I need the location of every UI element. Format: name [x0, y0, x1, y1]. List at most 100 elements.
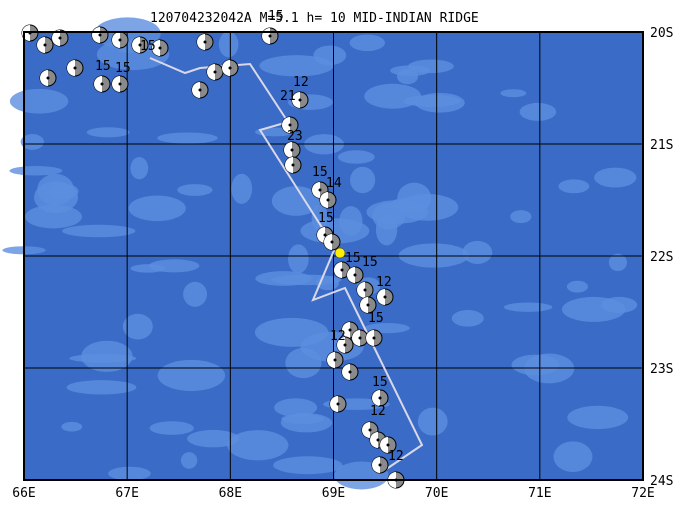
shoal [350, 166, 376, 194]
beachball-pole [368, 428, 372, 432]
event-label: 15 [345, 251, 361, 266]
event-label: 15 [268, 9, 284, 24]
shoal [396, 68, 419, 85]
shoal [567, 405, 629, 430]
shoal [519, 102, 557, 121]
beachball [326, 351, 344, 369]
beachball [36, 36, 54, 54]
shoal [227, 430, 289, 461]
shoal [349, 34, 385, 52]
shoal [398, 243, 469, 268]
beachball [111, 31, 129, 49]
beachball-quadrant [342, 322, 350, 338]
shoal [608, 253, 627, 272]
beachball-quadrant [320, 192, 328, 208]
event-label: 15 [372, 375, 388, 390]
lon-label: 67E [115, 486, 138, 501]
shoal [180, 452, 198, 469]
beachball-pole [378, 463, 382, 467]
beachball-pole [58, 36, 62, 40]
beachball-pole [366, 303, 370, 307]
shoal [558, 179, 590, 194]
event-label: 12 [376, 275, 392, 290]
beachball-quadrant [377, 289, 385, 305]
shoal [149, 259, 200, 273]
event-label: 15 [95, 59, 111, 74]
beachball [66, 59, 84, 77]
beachball-quadrant [362, 422, 370, 438]
beachball [376, 288, 394, 306]
beachball-quadrant [37, 37, 45, 53]
beachball-quadrant [152, 40, 160, 56]
beachball-quadrant [360, 297, 368, 313]
beachball-quadrant [292, 92, 300, 108]
beachball-quadrant [330, 396, 338, 412]
beachball-pole [98, 33, 102, 37]
event-label: 15 [318, 211, 334, 226]
beachball-quadrant [67, 60, 75, 76]
beachball-pole [138, 43, 142, 47]
beachball-quadrant [112, 32, 120, 48]
beachball [346, 266, 364, 284]
beachball-pole [348, 328, 352, 332]
beachball-pole [46, 76, 50, 80]
shoal [451, 310, 484, 327]
beachball-pole [376, 438, 380, 442]
beachball-quadrant [312, 182, 320, 198]
shoal [149, 421, 194, 435]
lat-label: 23S [650, 362, 673, 377]
beachball [284, 156, 302, 174]
event-label: 12 [330, 329, 346, 344]
shoal [281, 413, 324, 425]
beachball-pole [343, 343, 347, 347]
beachball [39, 69, 57, 87]
beachball [91, 26, 109, 44]
event-label: 15 [115, 61, 131, 76]
beachball-quadrant [357, 282, 365, 298]
shoal [601, 296, 638, 313]
shoal [271, 274, 342, 286]
beachball [283, 141, 301, 159]
beachball [351, 329, 369, 347]
beachball [371, 456, 389, 474]
beachball [365, 329, 383, 347]
shoal [566, 280, 589, 293]
shoal [364, 83, 422, 109]
beachball [261, 27, 279, 45]
shoal [62, 224, 136, 238]
beachball-pole [318, 188, 322, 192]
beachball [356, 281, 374, 299]
beachball [341, 363, 359, 381]
beachball-pole [100, 82, 104, 86]
beachball-pole [358, 336, 362, 340]
event-label: 21 [280, 89, 296, 104]
shoal [128, 195, 186, 222]
shoal [462, 240, 493, 264]
beachball-pole [298, 98, 302, 102]
beachball-pole [118, 82, 122, 86]
beachball-pole [198, 88, 202, 92]
shoal [553, 441, 593, 473]
beachball-quadrant [282, 117, 290, 133]
beachball-pole [383, 295, 387, 299]
shoal [397, 182, 432, 214]
shoal [61, 421, 83, 432]
shoal [254, 317, 329, 347]
shoal [20, 134, 44, 150]
beachball-pole [348, 370, 352, 374]
epicenter [334, 247, 346, 259]
beachball-pole [330, 240, 334, 244]
event-label: 15 [368, 311, 384, 326]
shoal [157, 359, 226, 392]
beachball-pole [333, 358, 337, 362]
title: 120704232042A M=5.1 h= 10 MID-INDIAN RID… [150, 11, 479, 26]
beachball [323, 233, 341, 251]
lat-label: 24S [650, 474, 673, 489]
shoal [66, 380, 137, 395]
beachball-quadrant [366, 330, 374, 346]
beachball-quadrant [324, 234, 332, 250]
shoal [510, 210, 532, 224]
shoal [122, 313, 153, 340]
beachball-quadrant [40, 70, 48, 86]
